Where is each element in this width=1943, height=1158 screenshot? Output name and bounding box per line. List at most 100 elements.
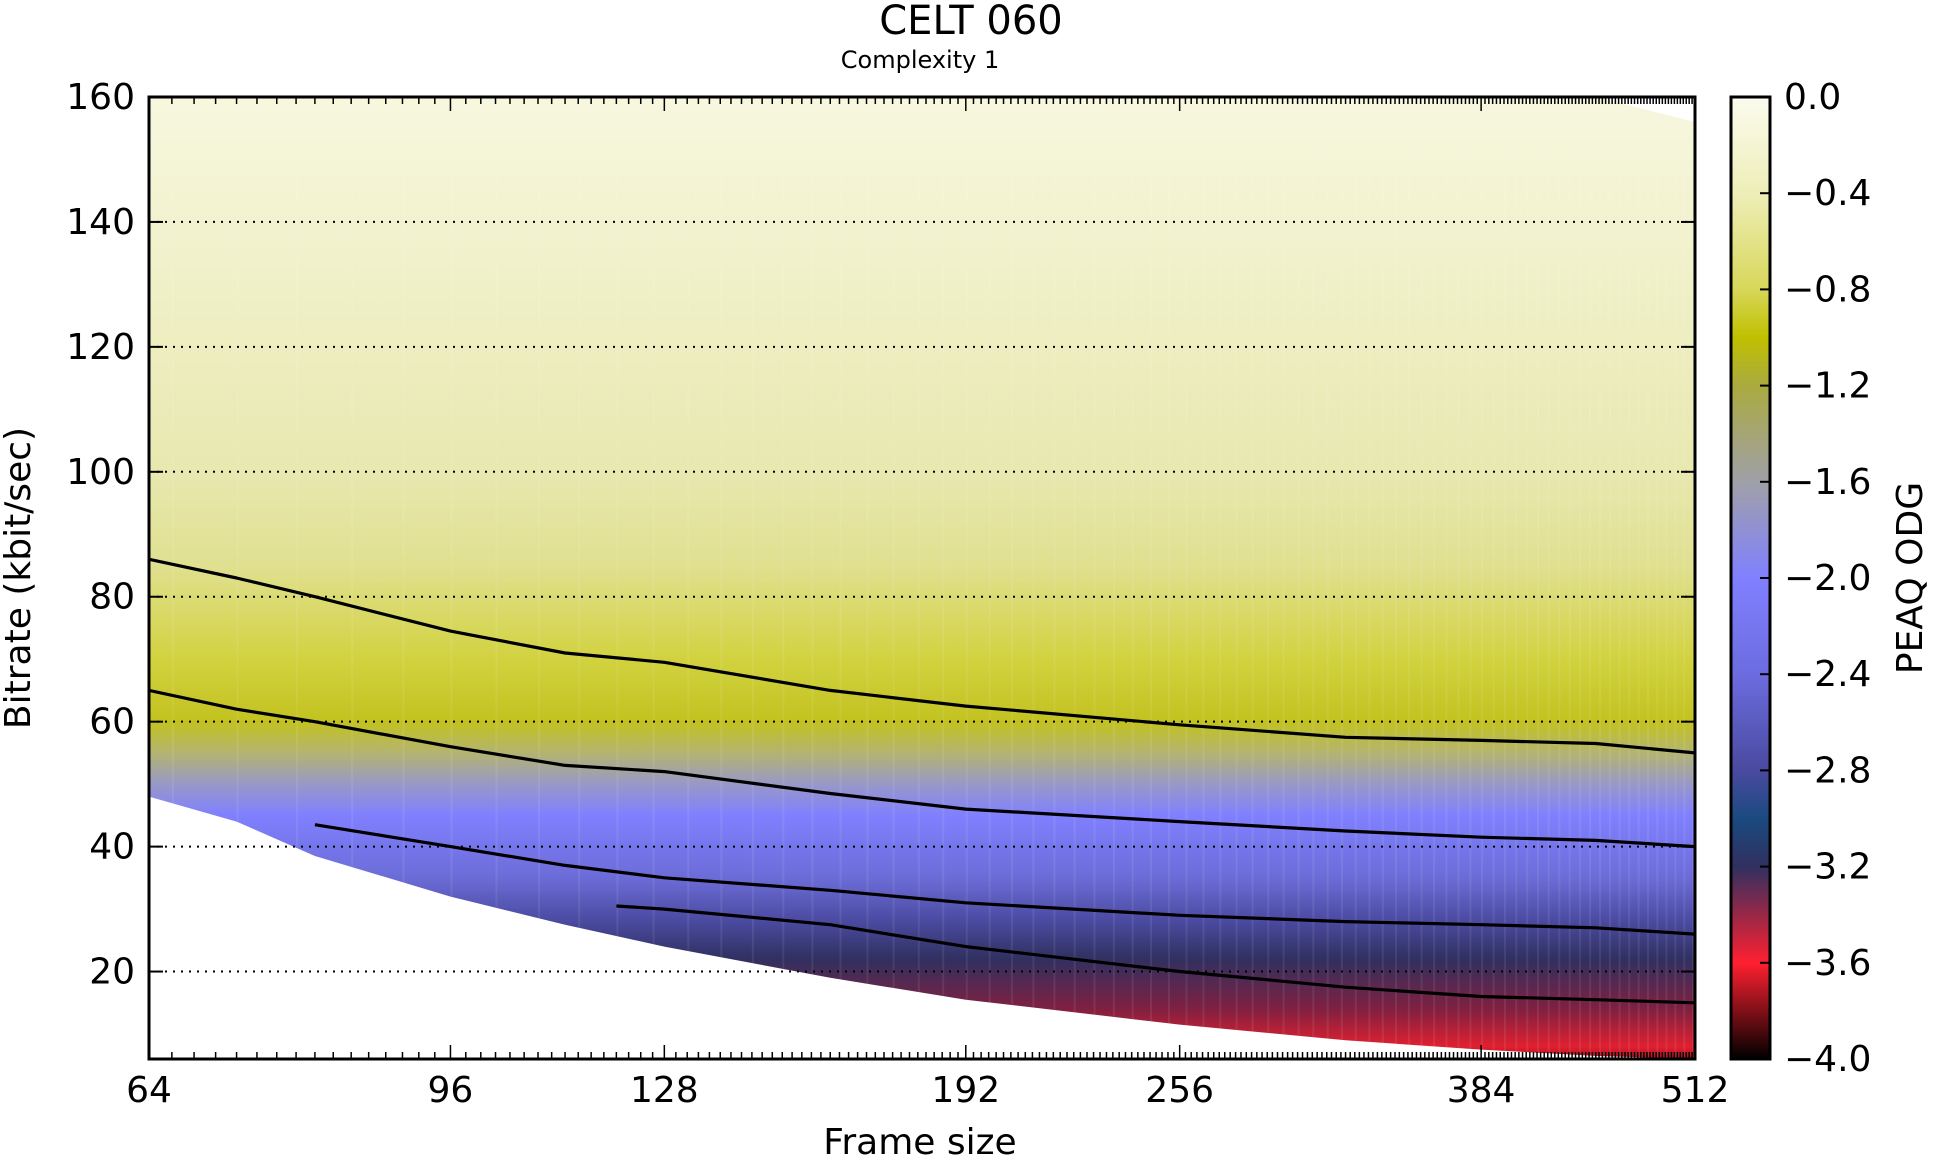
colorbar-tick-label: −2.4 xyxy=(1784,654,1871,695)
heatmap-column xyxy=(1219,97,1222,1029)
x-axis-label: Frame size xyxy=(823,1122,1016,1158)
heatmap-column xyxy=(495,97,498,908)
heatmap-column xyxy=(1251,97,1254,1032)
heatmap-column xyxy=(296,97,299,848)
heatmap-column xyxy=(652,97,655,944)
colorbar-tick-label: −4.0 xyxy=(1784,1039,1871,1080)
heatmap-column xyxy=(1628,97,1631,1057)
heatmap-column xyxy=(720,97,723,958)
colorbar-ticks: 0.0 −0.4 −0.8 −1.2 −1.6 −2.0 −2.4 −2.8 −3.2 −3.6 −… xyxy=(1760,77,1871,1080)
heatmap-column xyxy=(1010,97,1013,1005)
colorbar-tick-label: −0.8 xyxy=(1784,269,1871,310)
x-tick-label: 128 xyxy=(630,1070,699,1111)
heatmap-column xyxy=(965,97,968,1000)
x-tick-label: 64 xyxy=(126,1070,172,1111)
heatmap-column xyxy=(1481,97,1484,1050)
colorbar-tick-label: −2.0 xyxy=(1784,558,1871,599)
heatmap-column xyxy=(1420,97,1423,1046)
heatmap-column xyxy=(1073,97,1076,1013)
heatmap-column xyxy=(1282,97,1285,1035)
heatmap-column xyxy=(1656,97,1659,1058)
heatmap-column xyxy=(1683,97,1686,1059)
heatmap-column xyxy=(1395,97,1397,1044)
heatmap-column xyxy=(1312,97,1315,1038)
heatmap-column xyxy=(1526,97,1529,1053)
heatmap-column xyxy=(1354,97,1357,1041)
heatmap-column xyxy=(1469,97,1472,1049)
heatmap-column xyxy=(578,97,581,928)
heatmap-column xyxy=(1131,97,1134,1019)
heatmap-column xyxy=(1326,97,1329,1039)
heatmap-column xyxy=(811,97,814,975)
heatmap-column xyxy=(1381,97,1384,1043)
heatmap-column xyxy=(616,97,619,936)
contour-line-2 xyxy=(149,688,1695,849)
heatmap-column xyxy=(1202,97,1205,1027)
gridlines xyxy=(149,220,1695,973)
plot-frame xyxy=(147,95,1697,1061)
heatmap-column xyxy=(839,97,842,980)
plot-area: 64 96 128 192 256 384 512 20 40 60 80 100 120 140 160 xyxy=(66,77,1729,1111)
heatmap-column xyxy=(538,97,540,919)
contour-line-3 xyxy=(314,823,1695,936)
heatmap-column xyxy=(236,97,239,822)
heatmap-column xyxy=(1093,97,1096,1015)
heatmap-column xyxy=(1492,97,1495,1051)
heatmap-stripes xyxy=(171,97,1695,1059)
y-tick-label: 40 xyxy=(89,827,135,868)
y-tick-label: 80 xyxy=(89,577,135,618)
heatmap-column xyxy=(751,97,754,963)
heatmap-column xyxy=(1665,97,1668,1059)
heatmap-column xyxy=(1647,97,1649,1058)
heatmap-column xyxy=(402,97,405,883)
heatmap-column xyxy=(1504,97,1506,1051)
heatmap-column xyxy=(1053,97,1056,1010)
colorbar: 0.0 −0.4 −0.8 −1.2 −1.6 −2.0 −2.4 −2.8 −3.2 −3.6 −… xyxy=(1729,77,1931,1080)
y-tick-label: 120 xyxy=(66,327,135,368)
heatmap-column xyxy=(1368,97,1371,1042)
colorbar-tick-label: −1.6 xyxy=(1784,462,1871,503)
heatmap-column xyxy=(171,97,174,804)
heatmap-column xyxy=(1674,97,1677,1059)
heatmap-column xyxy=(942,97,945,996)
heatmap-column xyxy=(1608,97,1611,1057)
heatmap-column xyxy=(1568,97,1571,1055)
heatmap-column xyxy=(1558,97,1561,1054)
heatmap-column xyxy=(1618,97,1621,1057)
heatmap-column xyxy=(917,97,920,992)
heatmap-column xyxy=(1032,97,1035,1008)
x-tick-label: 256 xyxy=(1145,1070,1214,1111)
y-tick-label: 100 xyxy=(66,452,135,493)
heatmap-column xyxy=(1407,97,1410,1045)
x-tick-label: 384 xyxy=(1447,1070,1516,1111)
contour-line-4 xyxy=(616,904,1695,1005)
y-tick-label: 60 xyxy=(89,702,135,743)
heatmap-column xyxy=(1235,97,1238,1030)
heatmap-column xyxy=(1537,97,1539,1053)
heatmap-column xyxy=(1637,97,1640,1058)
heatmap-column xyxy=(1150,97,1152,1022)
chart-subtitle: Complexity 1 xyxy=(841,46,999,74)
x-tick-label: 192 xyxy=(931,1070,1000,1111)
heatmap-column xyxy=(988,97,991,1003)
heatmap-fill xyxy=(149,97,1695,1059)
heatmap-column xyxy=(866,97,869,984)
heatmap-column xyxy=(1589,97,1592,1056)
heatmap-column xyxy=(1112,97,1115,1017)
colorbar-tick-label: −2.8 xyxy=(1784,750,1871,791)
colorbar-tick-label: −0.4 xyxy=(1784,173,1871,214)
heatmap-column xyxy=(1185,97,1188,1026)
heatmap-column xyxy=(1445,97,1448,1048)
contour-line-1 xyxy=(149,557,1695,755)
colorbar-label: PEAQ ODG xyxy=(1890,482,1931,674)
chart-title: CELT 060 xyxy=(879,0,1062,44)
x-tick-label: 512 xyxy=(1661,1070,1730,1111)
heatmap-column xyxy=(1692,97,1695,1059)
heatmap-column xyxy=(351,97,354,867)
colorbar-tick-label: −3.2 xyxy=(1784,847,1871,888)
heatmap-column xyxy=(892,97,895,988)
y-axis-label: Bitrate (kbit/sec) xyxy=(0,427,39,729)
y-tick-label: 140 xyxy=(66,202,135,243)
x-axis: 64 96 128 192 256 384 512 xyxy=(126,97,1729,1111)
